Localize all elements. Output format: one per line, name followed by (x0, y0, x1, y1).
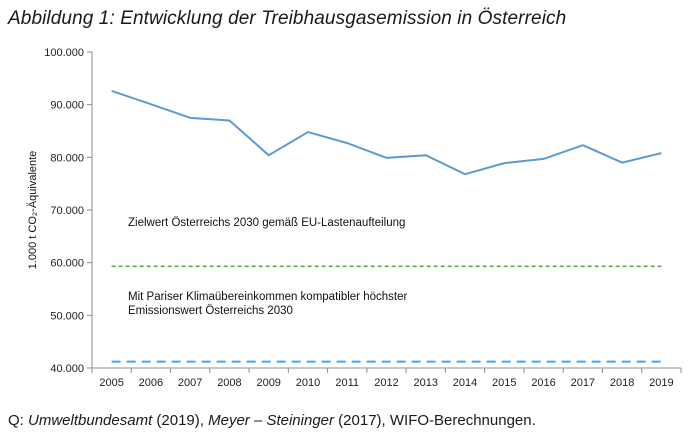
reference-lines (111, 265, 662, 363)
x-tick-label: 2012 (374, 377, 398, 389)
reference-line-label: Zielwert Österreichs 2030 gemäß EU-Laste… (128, 217, 405, 229)
y-axis-ticks: 40.000 50.000 60.000 70.000 80.000 90.000 100.… (44, 47, 92, 375)
y-tick-label: 40.000 (50, 363, 84, 375)
y-tick-label: 90.000 (50, 100, 84, 112)
x-tick-label: 2018 (610, 377, 634, 389)
x-tick-label: 2008 (217, 377, 241, 389)
x-tick-label: 2016 (531, 377, 555, 389)
reference-line-label: Mit Pariser Klimaübereinkommen kompatibl… (128, 291, 407, 303)
x-tick-label: 2017 (571, 377, 595, 389)
reference-line-label: Emissionswert Österreichs 2030 (128, 305, 293, 317)
y-tick-label: 60.000 (50, 258, 84, 270)
source-note: Q: Umweltbundesamt (2019), Meyer – Stein… (8, 412, 536, 429)
x-tick-label: 2010 (296, 377, 320, 389)
y-tick-label: 80.000 (50, 152, 84, 164)
x-tick-label: 2011 (335, 377, 359, 389)
y-tick-label: 50.000 (50, 310, 84, 322)
source-part2: (2019), (152, 412, 209, 429)
x-tick-label: 2005 (99, 377, 123, 389)
x-tick-label: 2009 (256, 377, 280, 389)
x-axis-ticks: 2005 2006 2007 2008 2009 2010 2011 2012 2013 2014… (91, 368, 682, 389)
figure-title: Abbildung 1: Entwicklung der Treibhausga… (8, 8, 567, 29)
x-tick-label: 2007 (178, 377, 202, 389)
chart-axes (91, 52, 681, 369)
data-series (111, 90, 662, 176)
y-axis-label: 1.000 t CO₂-Äquivalente (27, 151, 39, 270)
x-tick-label: 2019 (649, 377, 673, 389)
x-tick-label: 2014 (453, 377, 477, 389)
y-tick-label: 100.000 (44, 47, 84, 59)
source-part4: (2017), WIFO-Berechnungen. (334, 412, 536, 429)
y-tick-label: 70.000 (50, 205, 84, 217)
source-prefix: Q: (8, 412, 29, 429)
annotations: Zielwert Österreichs 2030 gemäß EU-Laste… (128, 217, 407, 317)
source-part3: Meyer – Steininger (208, 412, 335, 429)
series-line (111, 90, 662, 176)
x-tick-label: 2015 (492, 377, 516, 389)
line-chart: 40.000 50.000 60.000 70.000 80.000 90.000 100.… (27, 47, 682, 389)
x-tick-label: 2006 (139, 377, 163, 389)
source-part1: Umweltbundesamt (28, 412, 153, 429)
x-tick-label: 2013 (414, 377, 438, 389)
